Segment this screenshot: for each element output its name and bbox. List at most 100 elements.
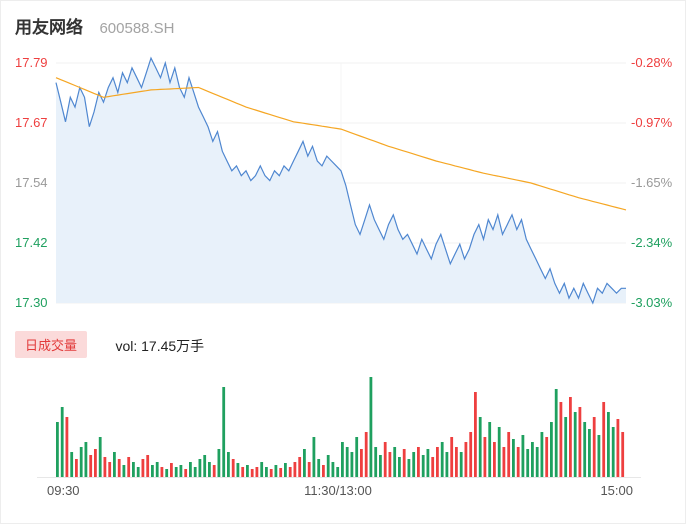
volume-bar bbox=[398, 457, 401, 477]
average-price-line bbox=[55, 77, 627, 211]
volume-bar bbox=[526, 449, 530, 477]
volume-bar bbox=[227, 452, 230, 477]
volume-bar bbox=[616, 419, 620, 477]
volume-bar bbox=[516, 447, 520, 477]
volume-bar bbox=[193, 467, 197, 477]
volume-bar bbox=[554, 389, 558, 477]
volume-bar bbox=[79, 447, 83, 477]
volume-bar bbox=[607, 412, 610, 477]
volume-bar bbox=[132, 462, 135, 477]
volume-total-label: vol: 17.45万手 bbox=[115, 337, 205, 354]
price-line bbox=[55, 56, 626, 305]
volume-bar bbox=[89, 455, 93, 477]
volume-bar bbox=[56, 422, 59, 477]
volume-bar bbox=[117, 459, 121, 477]
volume-bar bbox=[231, 459, 235, 477]
volume-bar bbox=[174, 467, 178, 477]
volume-bar bbox=[260, 462, 264, 477]
volume-bar bbox=[307, 462, 311, 477]
volume-bar bbox=[602, 402, 606, 477]
volume-bar bbox=[611, 427, 615, 477]
volume-bar bbox=[336, 467, 340, 477]
price-chart-svg[interactable] bbox=[1, 1, 686, 321]
volume-bar bbox=[583, 422, 587, 477]
percent-axis-label: -2.34% bbox=[631, 235, 673, 250]
volume-bar bbox=[184, 469, 188, 477]
volume-bar bbox=[540, 432, 544, 477]
volume-bar bbox=[493, 442, 496, 477]
volume-bar bbox=[478, 417, 482, 477]
volume-bar bbox=[298, 457, 302, 477]
volume-bar bbox=[360, 449, 363, 477]
volume-bar bbox=[388, 452, 392, 477]
price-area-fill bbox=[56, 58, 626, 303]
volume-bar bbox=[160, 467, 164, 477]
right-axis-labels: -0.28% -0.97% -1.65% -2.34% -3.03% bbox=[631, 1, 685, 321]
price-axis-label: 17.42 bbox=[15, 235, 48, 250]
volume-bar bbox=[236, 463, 240, 477]
price-axis-label: 17.54 bbox=[15, 175, 48, 190]
volume-bar bbox=[284, 463, 287, 477]
stock-name: 用友网络 bbox=[15, 18, 83, 37]
volume-bar bbox=[170, 463, 173, 477]
volume-bar bbox=[75, 459, 78, 477]
price-axis-label: 17.30 bbox=[15, 295, 48, 310]
volume-bar bbox=[70, 452, 74, 477]
volume-bar bbox=[246, 465, 249, 477]
volume-bar bbox=[502, 447, 506, 477]
volume-bar bbox=[60, 407, 64, 477]
volume-bar bbox=[497, 427, 501, 477]
volume-bar bbox=[592, 417, 596, 477]
volume-bar bbox=[113, 452, 116, 477]
volume-bar bbox=[322, 465, 325, 477]
volume-bar bbox=[103, 457, 107, 477]
volume-badge[interactable]: 日成交量 bbox=[15, 331, 88, 358]
volume-bar bbox=[531, 442, 534, 477]
volume-bar bbox=[189, 462, 192, 477]
volume-bar bbox=[355, 437, 359, 477]
volume-bar bbox=[431, 457, 435, 477]
volume-bar bbox=[464, 442, 468, 477]
volume-bar bbox=[421, 455, 425, 477]
x-axis-label-close: 15:00 bbox=[600, 483, 633, 498]
volume-bar bbox=[564, 417, 568, 477]
volume-bar bbox=[165, 469, 169, 477]
volume-bar bbox=[488, 422, 492, 477]
volume-bar bbox=[426, 449, 430, 477]
volume-bar bbox=[98, 437, 102, 477]
volume-bar bbox=[122, 465, 126, 477]
volume-bar bbox=[269, 469, 273, 477]
volume-bar bbox=[521, 435, 525, 477]
volume-bar bbox=[374, 447, 378, 477]
volume-bar bbox=[402, 449, 406, 477]
stock-code: 600588.SH bbox=[99, 20, 175, 37]
volume-bar bbox=[474, 392, 477, 477]
volume-bar bbox=[217, 449, 221, 477]
volume-bar bbox=[621, 432, 625, 477]
volume-bar bbox=[65, 417, 69, 477]
volume-bar bbox=[345, 447, 349, 477]
price-axis-label: 17.79 bbox=[15, 55, 48, 70]
volume-bar bbox=[94, 449, 97, 477]
volume-bar bbox=[326, 455, 330, 477]
volume-bar bbox=[312, 437, 316, 477]
volume-bar bbox=[559, 402, 563, 477]
volume-bar bbox=[569, 397, 572, 477]
volume-bar bbox=[588, 429, 591, 477]
volume-bar bbox=[146, 455, 150, 477]
volume-bar bbox=[350, 452, 354, 477]
volume-bar bbox=[288, 467, 292, 477]
percent-axis-label: -1.65% bbox=[631, 175, 673, 190]
volume-bar bbox=[198, 459, 202, 477]
volume-bar bbox=[545, 437, 549, 477]
volume-bar bbox=[155, 462, 159, 477]
volume-bar bbox=[383, 442, 387, 477]
volume-bar bbox=[141, 459, 145, 477]
volume-chart-svg[interactable] bbox=[1, 359, 686, 483]
volume-bar bbox=[407, 459, 411, 477]
volume-bar bbox=[369, 377, 373, 477]
left-axis-labels: 17.79 17.67 17.54 17.42 17.30 bbox=[15, 1, 75, 321]
volume-bar bbox=[459, 452, 463, 477]
volume-legend: 日成交量 vol: 17.45万手 bbox=[15, 331, 204, 358]
